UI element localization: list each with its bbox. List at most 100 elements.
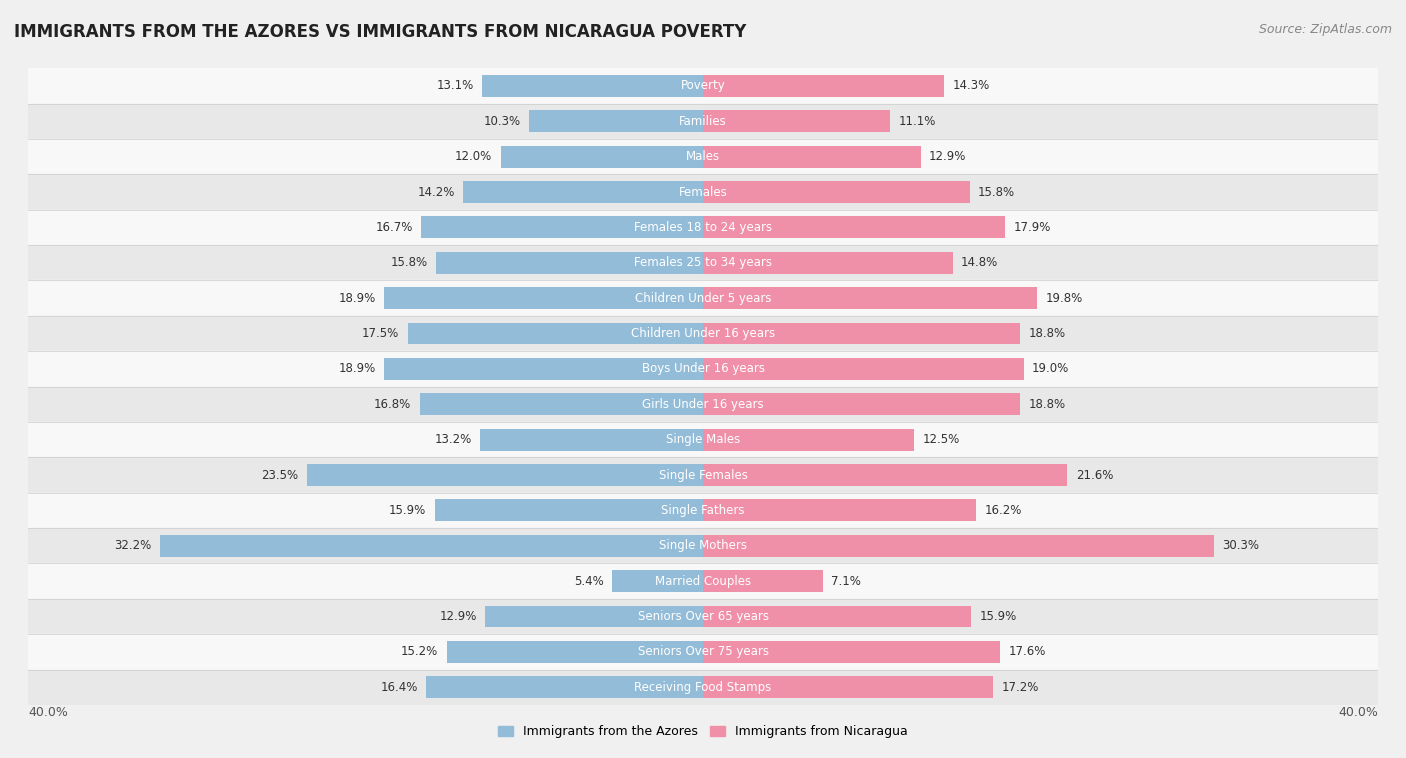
Text: 12.0%: 12.0% <box>456 150 492 163</box>
Text: 16.4%: 16.4% <box>381 681 418 694</box>
Bar <box>28 563 1378 599</box>
Text: 19.0%: 19.0% <box>1032 362 1069 375</box>
Legend: Immigrants from the Azores, Immigrants from Nicaragua: Immigrants from the Azores, Immigrants f… <box>494 720 912 744</box>
Text: 18.9%: 18.9% <box>339 362 375 375</box>
Bar <box>703 323 1021 344</box>
Bar <box>447 641 703 662</box>
Bar <box>703 500 976 522</box>
Text: Receiving Food Stamps: Receiving Food Stamps <box>634 681 772 694</box>
Text: 14.2%: 14.2% <box>418 186 456 199</box>
Text: Seniors Over 75 years: Seniors Over 75 years <box>637 645 769 659</box>
Bar <box>28 493 1378 528</box>
Bar <box>408 323 703 344</box>
Text: 14.8%: 14.8% <box>962 256 998 269</box>
Text: 10.3%: 10.3% <box>484 114 520 128</box>
Text: Single Females: Single Females <box>658 468 748 481</box>
Bar <box>464 181 703 203</box>
Text: Females 18 to 24 years: Females 18 to 24 years <box>634 221 772 234</box>
Text: Girls Under 16 years: Girls Under 16 years <box>643 398 763 411</box>
Text: 5.4%: 5.4% <box>574 575 603 587</box>
Text: 15.8%: 15.8% <box>391 256 427 269</box>
Text: 40.0%: 40.0% <box>1339 706 1378 719</box>
Text: 12.9%: 12.9% <box>929 150 966 163</box>
Text: Seniors Over 65 years: Seniors Over 65 years <box>637 610 769 623</box>
Text: 13.1%: 13.1% <box>436 80 474 92</box>
Text: 18.9%: 18.9% <box>339 292 375 305</box>
Bar <box>384 287 703 309</box>
Text: 12.5%: 12.5% <box>922 433 959 446</box>
Bar <box>28 422 1378 457</box>
Text: 15.2%: 15.2% <box>401 645 439 659</box>
Bar <box>28 351 1378 387</box>
Text: 17.5%: 17.5% <box>363 327 399 340</box>
Bar <box>703 570 823 592</box>
Bar <box>703 535 1215 556</box>
Text: 17.2%: 17.2% <box>1001 681 1039 694</box>
Bar <box>703 641 1000 662</box>
Text: Children Under 16 years: Children Under 16 years <box>631 327 775 340</box>
Text: 18.8%: 18.8% <box>1029 398 1066 411</box>
Text: 12.9%: 12.9% <box>440 610 477 623</box>
Bar <box>28 669 1378 705</box>
Bar <box>703 676 993 698</box>
Bar <box>28 387 1378 422</box>
Text: 13.2%: 13.2% <box>434 433 472 446</box>
Text: Single Fathers: Single Fathers <box>661 504 745 517</box>
Text: Children Under 5 years: Children Under 5 years <box>634 292 772 305</box>
Bar <box>28 280 1378 316</box>
Text: 40.0%: 40.0% <box>28 706 67 719</box>
Text: 16.8%: 16.8% <box>374 398 411 411</box>
Text: Single Mothers: Single Mothers <box>659 539 747 553</box>
Text: Poverty: Poverty <box>681 80 725 92</box>
Text: 11.1%: 11.1% <box>898 114 936 128</box>
Bar <box>436 252 703 274</box>
Bar <box>612 570 703 592</box>
Text: Females 25 to 34 years: Females 25 to 34 years <box>634 256 772 269</box>
Text: 14.3%: 14.3% <box>953 80 990 92</box>
Bar <box>28 68 1378 104</box>
Bar <box>703 606 972 628</box>
Bar <box>481 429 703 450</box>
Text: 17.9%: 17.9% <box>1014 221 1050 234</box>
Bar <box>703 464 1067 486</box>
Bar <box>419 393 703 415</box>
Text: 7.1%: 7.1% <box>831 575 860 587</box>
Bar <box>426 676 703 698</box>
Bar <box>485 606 703 628</box>
Bar <box>28 528 1378 563</box>
Bar <box>501 146 703 168</box>
Text: 23.5%: 23.5% <box>262 468 298 481</box>
Bar <box>28 316 1378 351</box>
Bar <box>28 104 1378 139</box>
Text: Males: Males <box>686 150 720 163</box>
Bar <box>703 393 1021 415</box>
Text: Families: Families <box>679 114 727 128</box>
Text: Boys Under 16 years: Boys Under 16 years <box>641 362 765 375</box>
Bar <box>28 457 1378 493</box>
Text: 32.2%: 32.2% <box>114 539 152 553</box>
Bar <box>28 245 1378 280</box>
Text: Source: ZipAtlas.com: Source: ZipAtlas.com <box>1258 23 1392 36</box>
Text: 19.8%: 19.8% <box>1046 292 1083 305</box>
Text: Married Couples: Married Couples <box>655 575 751 587</box>
Text: 18.8%: 18.8% <box>1029 327 1066 340</box>
Text: IMMIGRANTS FROM THE AZORES VS IMMIGRANTS FROM NICARAGUA POVERTY: IMMIGRANTS FROM THE AZORES VS IMMIGRANTS… <box>14 23 747 41</box>
Bar <box>703 75 945 97</box>
Text: 16.7%: 16.7% <box>375 221 413 234</box>
Text: 17.6%: 17.6% <box>1008 645 1046 659</box>
Bar <box>28 210 1378 245</box>
Bar <box>703 146 921 168</box>
Bar <box>529 111 703 132</box>
Bar <box>703 181 970 203</box>
Bar <box>703 217 1005 238</box>
Text: Single Males: Single Males <box>666 433 740 446</box>
Text: 15.9%: 15.9% <box>980 610 1017 623</box>
Text: 30.3%: 30.3% <box>1223 539 1260 553</box>
Bar <box>28 599 1378 634</box>
Bar <box>384 358 703 380</box>
Bar <box>703 429 914 450</box>
Bar <box>422 217 703 238</box>
Text: 21.6%: 21.6% <box>1076 468 1114 481</box>
Bar <box>160 535 703 556</box>
Text: 16.2%: 16.2% <box>984 504 1022 517</box>
